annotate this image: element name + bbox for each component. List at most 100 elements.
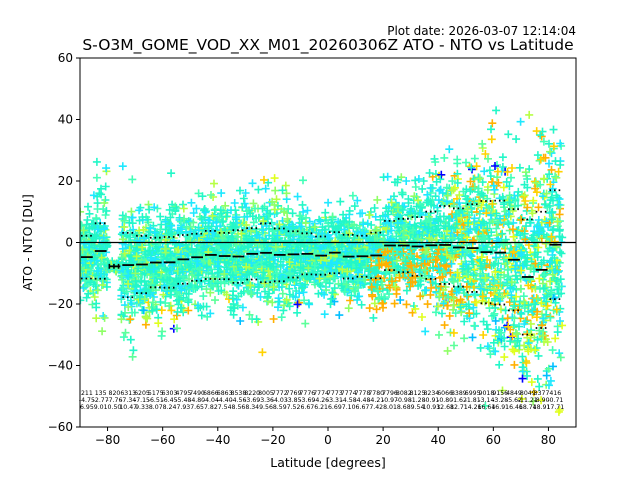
scatter-point bbox=[269, 283, 278, 291]
bin-std-label: 7.42 bbox=[369, 404, 383, 411]
scatter-point bbox=[161, 299, 170, 308]
scatter-point bbox=[121, 212, 130, 221]
bin-std-label: 9.01 bbox=[94, 404, 108, 411]
scatter-point bbox=[186, 237, 195, 246]
scatter-point bbox=[504, 220, 513, 229]
scatter-point bbox=[140, 269, 149, 278]
scatter-point bbox=[517, 284, 525, 293]
scatter-point bbox=[365, 304, 374, 313]
scatter-point bbox=[132, 252, 141, 261]
scatter-point bbox=[124, 303, 133, 311]
scatter-point bbox=[480, 167, 489, 176]
scatter-point bbox=[229, 310, 238, 319]
scatter-point bbox=[118, 162, 127, 171]
scatter-point bbox=[252, 315, 261, 324]
scatter-point bbox=[516, 117, 525, 126]
scatter-point bbox=[175, 282, 184, 291]
scatter-point bbox=[293, 300, 302, 309]
scatter-point bbox=[189, 218, 198, 227]
scatter-point bbox=[230, 199, 239, 207]
scatter-point bbox=[130, 308, 139, 317]
scatter-point bbox=[163, 276, 172, 285]
scatter-point bbox=[174, 246, 183, 254]
scatter-point bbox=[261, 184, 270, 193]
scatter-point bbox=[512, 292, 521, 301]
scatter-point bbox=[173, 226, 182, 235]
scatter-point bbox=[321, 208, 330, 217]
scatter-point bbox=[468, 333, 477, 342]
scatter-point bbox=[270, 200, 279, 209]
scatter-point bbox=[148, 306, 157, 315]
scatter-point bbox=[211, 296, 219, 305]
scatter-point bbox=[263, 292, 272, 301]
scatter-point bbox=[80, 284, 88, 292]
scatter-point bbox=[207, 191, 215, 199]
scatter-point bbox=[293, 308, 302, 317]
scatter-point bbox=[80, 245, 87, 254]
scatter-point bbox=[237, 229, 246, 238]
scatter-point bbox=[166, 213, 175, 222]
scatter-point bbox=[267, 218, 276, 227]
scatter-point bbox=[173, 324, 181, 333]
scatter-point bbox=[218, 234, 227, 243]
scatter-point bbox=[348, 191, 357, 200]
y-tick-label: −20 bbox=[48, 297, 73, 311]
scatter-point bbox=[476, 343, 485, 352]
scatter-point bbox=[201, 208, 210, 217]
scatter-point bbox=[269, 315, 278, 323]
scatter-point bbox=[92, 276, 101, 285]
scatter-point bbox=[488, 119, 497, 128]
scatter-point bbox=[204, 216, 213, 225]
scatter-point bbox=[450, 341, 458, 350]
scatter-point bbox=[231, 206, 240, 215]
bin-std-label: 8.68 bbox=[397, 404, 411, 411]
scatter-point bbox=[285, 284, 294, 293]
scatter-point bbox=[336, 197, 345, 206]
scatter-point bbox=[117, 253, 126, 262]
scatter-point bbox=[135, 226, 144, 235]
scatter-point bbox=[156, 298, 165, 306]
scatter-point bbox=[233, 280, 241, 289]
scatter-point bbox=[215, 213, 224, 222]
scatter-point bbox=[291, 293, 300, 302]
bin-std-label: 7.65 bbox=[190, 404, 204, 411]
scatter-point bbox=[195, 265, 204, 274]
scatter-point bbox=[208, 211, 217, 220]
x-tick-label: −80 bbox=[95, 433, 120, 447]
scatter-point bbox=[495, 360, 504, 369]
scatter-point bbox=[120, 223, 129, 232]
scatter-point bbox=[288, 209, 297, 218]
scatter-point bbox=[206, 281, 215, 289]
scatter-point bbox=[421, 327, 430, 336]
scatter-point bbox=[84, 289, 93, 298]
scatter-point bbox=[140, 295, 149, 304]
scatter-point bbox=[167, 221, 176, 230]
scatter-point bbox=[498, 153, 507, 162]
scatter-point bbox=[276, 261, 285, 269]
scatter-point bbox=[206, 309, 215, 318]
y-axis-label: ATO - NTO [DU] bbox=[20, 194, 35, 291]
scatter-point bbox=[272, 235, 281, 244]
scatter-point bbox=[249, 266, 258, 275]
scatter-point bbox=[151, 240, 160, 249]
scatter-point bbox=[193, 257, 202, 266]
scatter-point bbox=[96, 259, 105, 268]
scatter-point bbox=[274, 294, 283, 303]
scatter-point bbox=[242, 234, 251, 243]
scatter-point bbox=[497, 305, 505, 314]
scatter-point bbox=[184, 306, 193, 315]
scatter-point bbox=[118, 244, 127, 253]
scatter-point bbox=[202, 302, 211, 311]
scatter-point bbox=[445, 145, 454, 154]
scatter-point bbox=[478, 139, 487, 148]
scatter-point bbox=[206, 288, 215, 297]
scatter-point bbox=[278, 289, 287, 298]
x-tick-label: 0 bbox=[324, 433, 332, 447]
scatter-point bbox=[101, 240, 110, 249]
scatter-point bbox=[100, 313, 109, 322]
bin-std-label: 6.67 bbox=[300, 404, 314, 411]
x-tick-label: 80 bbox=[541, 433, 556, 447]
y-tick-label: −60 bbox=[48, 420, 73, 434]
scatter-point bbox=[179, 293, 188, 302]
scatter-point bbox=[269, 262, 278, 271]
